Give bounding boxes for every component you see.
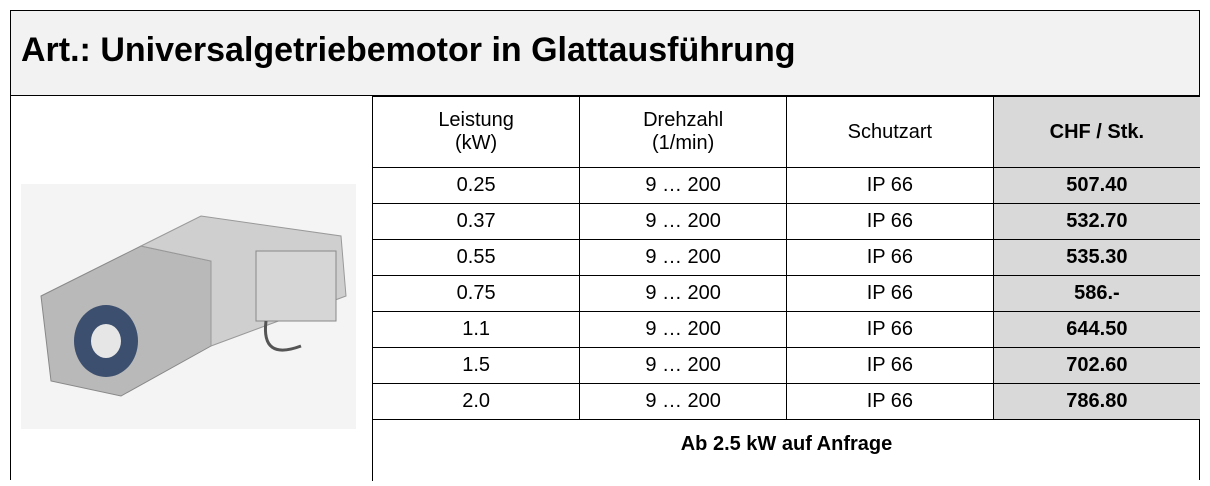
table-cell: IP 66 — [787, 384, 994, 420]
title: Art.: Universalgetriebemotor in Glattaus… — [11, 11, 1199, 96]
table-cell: 702.60 — [993, 348, 1200, 384]
table-cell: 0.55 — [373, 240, 580, 276]
table-cell: IP 66 — [787, 276, 994, 312]
table-cell: 9 … 200 — [580, 312, 787, 348]
table-cell: 2.0 — [373, 384, 580, 420]
column-header-text: CHF / Stk. — [1042, 121, 1152, 144]
motor-illustration — [11, 96, 371, 481]
table-cell: 1.5 — [373, 348, 580, 384]
footer-note: Ab 2.5 kW auf Anfrage — [373, 420, 1200, 469]
table-cell: 586.- — [993, 276, 1200, 312]
table-cell: 1.1 — [373, 312, 580, 348]
table-cell: 9 … 200 — [580, 384, 787, 420]
product-image — [11, 96, 373, 481]
table-cell: 0.75 — [373, 276, 580, 312]
column-header-text: Schutzart — [835, 121, 945, 144]
column-header-text: Leistung (kW) — [421, 109, 531, 155]
column-header: Drehzahl (1/min) — [580, 97, 787, 168]
table-cell: IP 66 — [787, 348, 994, 384]
price-table: Leistung (kW) Drehzahl (1/min) Schutzart CH… — [373, 96, 1200, 468]
table-cell: IP 66 — [787, 240, 994, 276]
column-header: CHF / Stk. — [993, 97, 1200, 168]
table-cell: 786.80 — [993, 384, 1200, 420]
column-header: Schutzart — [787, 97, 994, 168]
table-cell: 9 … 200 — [580, 348, 787, 384]
table-cell: 0.25 — [373, 168, 580, 204]
table-cell: 9 … 200 — [580, 240, 787, 276]
table-cell: 507.40 — [993, 168, 1200, 204]
page: Art.: Universalgetriebemotor in Glattaus… — [0, 0, 1210, 470]
table-cell: IP 66 — [787, 312, 994, 348]
table-cell: 644.50 — [993, 312, 1200, 348]
product-card: Art.: Universalgetriebemotor in Glattaus… — [10, 10, 1200, 480]
table-cell: 0.37 — [373, 204, 580, 240]
table-cell: 532.70 — [993, 204, 1200, 240]
table-cell: 9 … 200 — [580, 168, 787, 204]
table-cell: IP 66 — [787, 168, 994, 204]
table-cell: 9 … 200 — [580, 276, 787, 312]
column-header-text: Drehzahl (1/min) — [628, 109, 738, 155]
table-cell: 535.30 — [993, 240, 1200, 276]
table-cell: 9 … 200 — [580, 204, 787, 240]
column-header: Leistung (kW) — [373, 97, 580, 168]
table-cell: IP 66 — [787, 204, 994, 240]
